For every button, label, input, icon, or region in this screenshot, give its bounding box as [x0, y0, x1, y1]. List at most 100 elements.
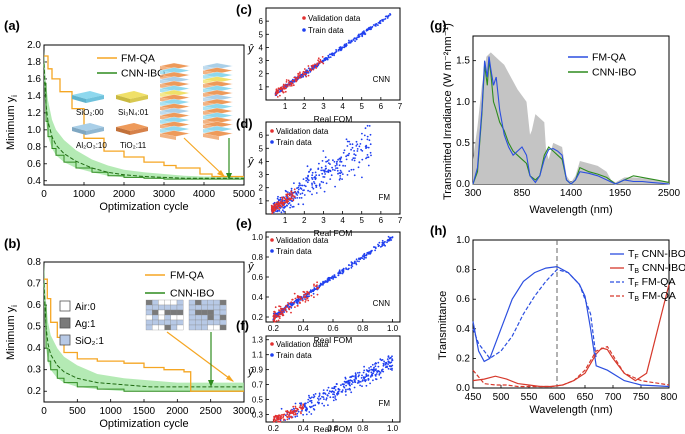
train-point	[346, 145, 349, 147]
train-point	[321, 172, 324, 175]
validation-point	[286, 85, 289, 88]
panel-g-data	[472, 52, 670, 185]
tf-cnnibo-line	[472, 265, 670, 388]
y-tick-label: 0.2	[252, 313, 264, 322]
train-point	[361, 31, 364, 34]
panel-h-legend-tf-fm: TF FM-QA	[628, 276, 675, 289]
train-point	[348, 41, 351, 43]
structure-cell	[170, 299, 178, 306]
validation-point	[310, 69, 313, 72]
train-point	[310, 401, 313, 404]
structure-cell	[195, 309, 202, 316]
validation-point	[279, 417, 282, 420]
train-point	[312, 394, 315, 396]
train-point	[365, 373, 368, 376]
validation-point	[274, 419, 277, 422]
train-point	[338, 272, 341, 275]
train-point	[386, 241, 388, 244]
panel-d-legend-train: Train data	[276, 138, 312, 147]
train-point	[354, 40, 356, 42]
train-point	[364, 376, 366, 379]
structure-cell	[164, 304, 171, 311]
x-tick-label: 700	[605, 392, 622, 403]
validation-point	[288, 193, 291, 196]
validation-point	[296, 295, 299, 297]
validation-point	[291, 298, 294, 301]
panel-e-legend-valid-marker	[270, 238, 274, 242]
train-point	[391, 236, 394, 239]
train-point	[322, 284, 324, 286]
train-point	[349, 384, 351, 387]
stack-layer	[202, 130, 234, 137]
stack-layer	[202, 125, 234, 133]
train-point	[379, 19, 382, 22]
validation-point	[273, 203, 276, 206]
x-tick-label: 1.0	[387, 424, 399, 433]
validation-point	[291, 197, 293, 200]
stack-layer	[202, 103, 234, 110]
panel-c-ylabel: ŷ	[247, 43, 255, 55]
panel-e-model: CNN	[373, 299, 391, 308]
stack-layer	[159, 62, 191, 70]
train-point	[384, 18, 387, 20]
train-point	[335, 50, 338, 53]
train-point	[320, 180, 323, 183]
train-point	[311, 182, 313, 185]
panel-d-data	[270, 124, 372, 215]
train-point	[316, 65, 319, 68]
train-point	[326, 394, 329, 397]
validation-point	[314, 63, 316, 66]
panel-a-ylabel-sub: i	[10, 95, 19, 97]
panel-e-ticks: 0.2 0.4 0.6 0.8 1.0 0.2 0.4 0.6 0.8 1.0	[252, 233, 399, 333]
train-point	[327, 279, 329, 282]
structure-cell	[195, 324, 202, 331]
material-sio2-label: SiO₂:00	[76, 108, 104, 117]
x-tick-label: 6	[379, 216, 384, 225]
train-point	[368, 367, 370, 369]
x-tick-label: 750	[633, 392, 650, 403]
train-point	[337, 172, 339, 175]
structure-cell	[176, 324, 184, 331]
structure-cell	[152, 304, 159, 311]
validation-point	[322, 62, 325, 65]
train-point	[318, 286, 321, 289]
fmqa-line	[44, 278, 244, 392]
train-point	[286, 191, 289, 194]
train-point	[344, 165, 347, 167]
x-tick-label: 850	[514, 188, 531, 199]
validation-point	[313, 283, 315, 286]
validation-point	[277, 91, 280, 94]
validation-point	[286, 200, 289, 202]
validation-point	[315, 285, 317, 287]
validation-point	[285, 201, 287, 204]
validation-point	[318, 61, 321, 64]
train-point	[298, 184, 300, 187]
validation-point	[290, 195, 293, 198]
x-tick-label: 450	[465, 392, 482, 403]
train-point	[279, 419, 282, 421]
train-point	[322, 176, 325, 178]
x-tick-label: 6	[379, 102, 384, 111]
validation-point	[303, 296, 306, 298]
stack-layer	[202, 98, 234, 106]
y-tick-label: 0.8	[252, 253, 264, 262]
train-point	[389, 365, 392, 368]
train-point	[328, 390, 331, 393]
train-point	[365, 256, 367, 259]
train-point	[350, 379, 352, 382]
train-point	[369, 376, 372, 378]
train-point	[318, 184, 321, 187]
train-point	[348, 152, 350, 155]
train-point	[338, 178, 341, 181]
train-point	[336, 383, 338, 385]
validation-point	[293, 76, 296, 79]
structure-cell	[164, 314, 171, 321]
structure-cell	[164, 299, 171, 306]
validation-point	[285, 310, 288, 313]
x-tick-label: 7	[398, 216, 403, 225]
train-point	[279, 196, 282, 199]
train-point	[352, 157, 355, 160]
panel-a-legend-fmqa: FM-QA	[121, 53, 155, 65]
validation-point	[275, 202, 278, 205]
train-point	[341, 383, 344, 386]
